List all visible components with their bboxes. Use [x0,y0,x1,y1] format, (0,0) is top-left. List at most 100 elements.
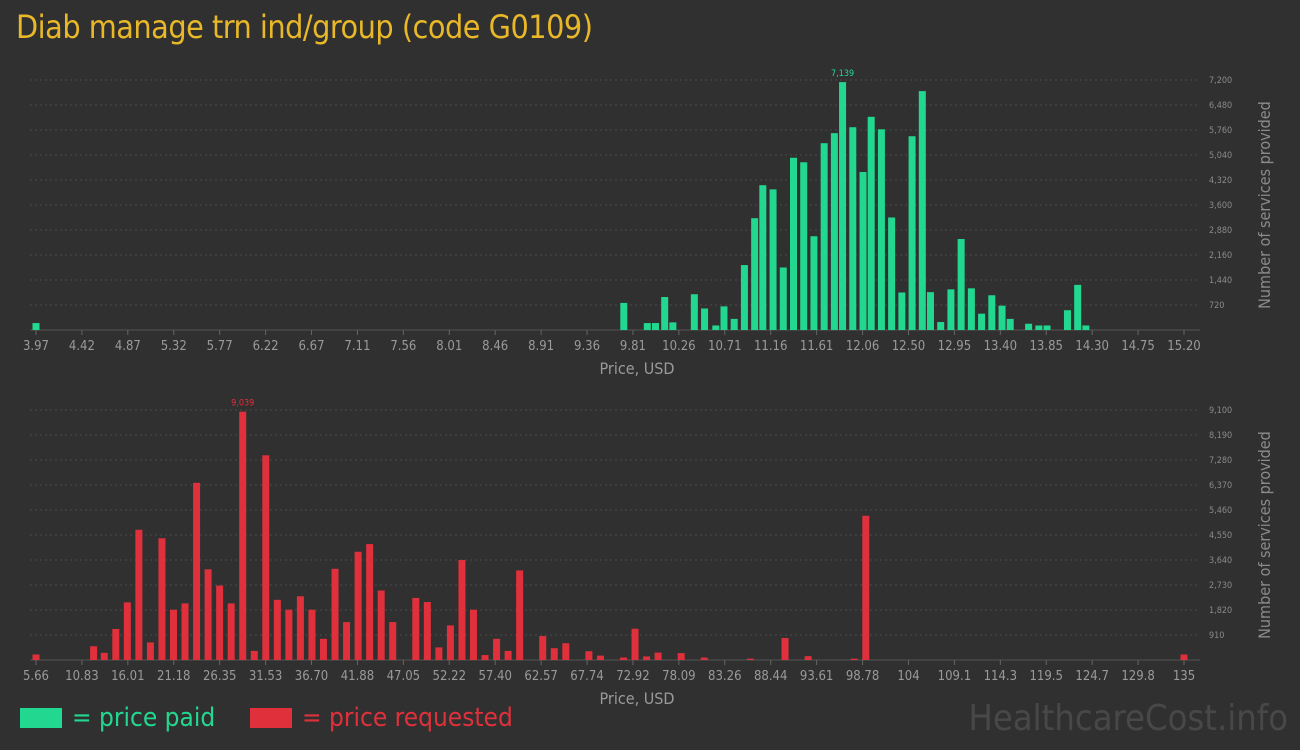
x-tick-label: 10.26 [662,339,695,354]
bar [720,306,728,330]
bar [830,133,838,330]
bar [319,638,327,660]
requested-price-chart: 910 1,820 2,730 3,640 4,550 5,460 6,370 7,280 8,… [23,399,1274,708]
y-axis-title: Number of services provided [1255,101,1274,309]
peak-value-label: 9,039 [231,399,254,409]
bar [730,318,738,330]
bar [354,551,362,660]
bar [978,313,986,330]
x-tick-label: 52.22 [433,669,466,684]
bar [862,515,870,660]
x-tick-label: 129.8 [1121,669,1154,684]
bar [377,590,385,660]
x-tick-label: 119.5 [1029,669,1062,684]
bar [751,218,759,330]
bar [296,596,304,660]
bar [32,323,40,330]
x-tick-label: 9.36 [574,339,600,354]
bar [661,297,669,330]
bar [204,569,212,660]
x-tick-label: 7.56 [390,339,416,354]
bar [859,172,867,330]
x-tick-label: 7.11 [344,339,370,354]
y-tick-label: 7,280 [1209,456,1232,466]
y-tick-label: 6,480 [1209,101,1232,111]
bar [926,292,934,330]
bar [908,136,916,330]
bar [239,411,247,660]
y-tick-label: 5,040 [1209,151,1232,161]
bar [446,625,454,660]
x-tick-label: 11.61 [800,339,833,354]
y-tick-label: 910 [1209,631,1224,641]
x-tick-label: 16.01 [111,669,144,684]
bar [620,302,628,330]
bar [998,305,1006,330]
bar [504,650,512,660]
chart-title: Diab manage trn ind/group (code G0109) [16,8,593,46]
x-tick-label: 124.7 [1075,669,1108,684]
x-tick-label: 12.50 [892,339,925,354]
x-tick-label: 104 [897,669,919,684]
bar [550,648,558,660]
x-tick-label: 10.83 [65,669,98,684]
x-tick-label: 14.75 [1121,339,1154,354]
x-tick-label: 8.91 [528,339,554,354]
bar [701,308,709,330]
bar [423,602,431,660]
x-tick-label: 114.3 [984,669,1017,684]
x-tick-label: 5.66 [23,669,49,684]
y-tick-label: 9,100 [1209,406,1232,416]
peak-value-label: 7,139 [831,69,854,79]
bar [1025,323,1033,330]
bar [481,655,489,660]
y-tick-label: 1,820 [1209,606,1232,616]
bar [957,239,965,330]
x-tick-label: 4.42 [69,339,95,354]
bar [216,585,224,660]
bar [285,609,293,660]
bar [947,289,955,330]
bar [643,323,651,330]
bar [877,129,885,330]
x-tick-label: 6.22 [253,339,279,354]
bar [146,642,154,660]
bar [193,482,201,660]
x-tick-label: 26.35 [203,669,236,684]
x-tick-label: 5.77 [207,339,233,354]
bar [1006,318,1014,330]
y-tick-label: 4,550 [1209,531,1232,541]
x-tick-label: 9.81 [620,339,646,354]
bar [123,602,131,660]
bar [867,116,875,330]
bar [112,628,120,660]
bar [539,636,547,660]
x-tick-label: 6.67 [298,339,324,354]
x-tick-label: 3.97 [23,339,49,354]
y-tick-label: 3,600 [1209,201,1232,211]
x-tick-label: 98.78 [846,669,879,684]
bar [458,560,466,660]
legend-paid-swatch [20,708,62,728]
y-tick-label: 2,730 [1209,581,1232,591]
bar [810,236,818,330]
x-tick-label: 12.06 [846,339,879,354]
legend-requested-swatch [250,708,292,728]
x-tick-label: 8.01 [436,339,462,354]
bar [781,638,789,660]
legend-requested-label: = price requested [302,703,513,733]
x-tick-label: 13.40 [984,339,1017,354]
y-tick-label: 5,460 [1209,506,1232,516]
bar [366,544,374,660]
bar [820,143,828,330]
bar [759,185,767,330]
y-axis-title: Number of services provided [1255,431,1274,639]
legend-requested: = price requested [250,703,513,733]
bar [740,265,748,330]
bar [135,529,143,660]
bar [849,127,857,330]
x-tick-label: 83.26 [708,669,741,684]
bar [967,288,975,330]
y-tick-label: 6,370 [1209,481,1232,491]
bar [712,325,720,330]
